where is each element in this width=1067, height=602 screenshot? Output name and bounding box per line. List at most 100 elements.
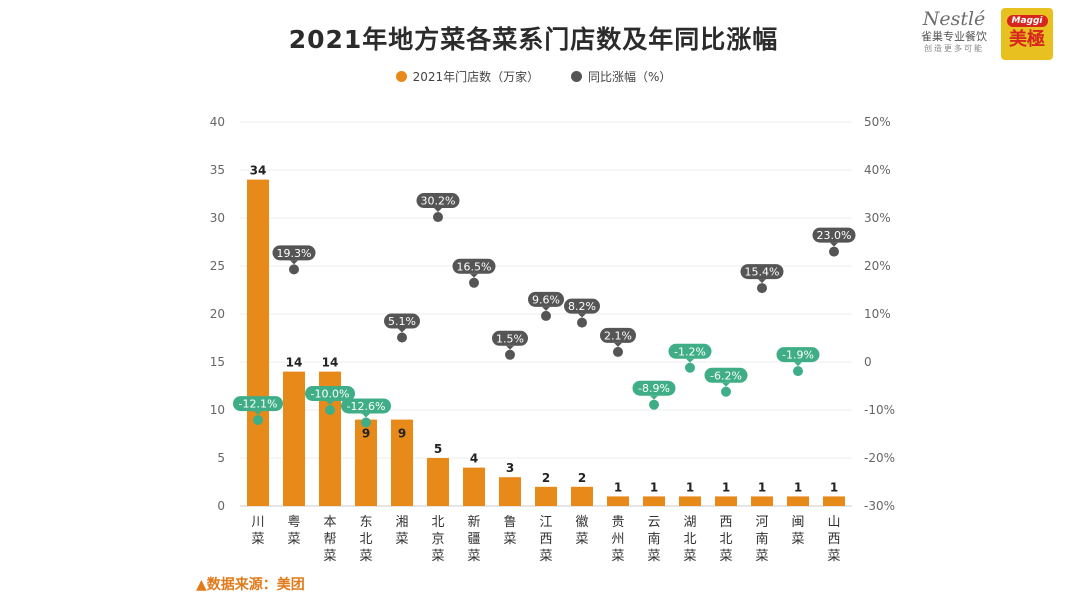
legend-dot-swatch: [570, 71, 582, 82]
x-tick-label: 贵州菜: [611, 515, 624, 564]
x-tick-label: 东北菜: [359, 515, 372, 564]
growth-label-pill: [776, 347, 820, 363]
growth-label-pill: [305, 386, 355, 401]
bar-value-label: 1: [794, 480, 802, 494]
x-tick-label: 江西菜: [539, 515, 552, 564]
x-tick-label: 本帮菜: [323, 515, 336, 564]
y-right-tick-label: -10%: [864, 403, 895, 417]
growth-label-pointer: [542, 306, 550, 311]
growth-label-pill: [272, 245, 316, 261]
bar-value-label: 5: [434, 442, 442, 456]
x-tick-label: 川菜: [251, 515, 264, 547]
nestle-slogan: 创造更多可能: [924, 44, 984, 53]
bar: [499, 477, 521, 506]
bar: [355, 419, 377, 506]
growth-label-pointer: [578, 313, 586, 318]
x-tick-label: 云南菜: [647, 515, 660, 564]
y-left-tick-label: 30: [210, 211, 225, 225]
growth-label: -8.9%: [638, 382, 670, 395]
legend: 2021年门店数（万家） 同比涨幅（%）: [0, 68, 1067, 85]
y-left-tick-label: 25: [210, 259, 225, 273]
growth-label-pill: [452, 258, 496, 274]
growth-label-pointer: [650, 395, 658, 400]
y-right-tick-label: 40%: [864, 163, 891, 177]
bar: [823, 496, 845, 506]
y-right-tick-label: 50%: [864, 115, 891, 129]
legend-item-dots[interactable]: 同比涨幅（%）: [570, 68, 672, 85]
growth-label: 19.3%: [277, 247, 312, 260]
growth-label-pointer: [830, 242, 838, 247]
bar: [319, 371, 341, 506]
bar: [751, 496, 773, 506]
growth-label: -12.1%: [239, 398, 278, 411]
legend-item-bars[interactable]: 2021年门店数（万家）: [395, 68, 539, 85]
chart-title: 2021年地方菜各菜系门店数及年同比涨幅: [288, 25, 779, 54]
growth-dot: [757, 283, 767, 294]
growth-label: -1.9%: [782, 349, 814, 362]
growth-label-pill: [704, 367, 748, 383]
growth-label-pointer: [398, 328, 406, 333]
legend-bar-swatch: [395, 71, 407, 82]
growth-dot: [541, 310, 551, 321]
y-left-tick-label: 15: [210, 355, 225, 369]
growth-label: 8.2%: [568, 300, 596, 313]
bar: [715, 496, 737, 506]
growth-dot: [469, 277, 479, 288]
growth-label-pointer: [614, 342, 622, 347]
growth-label: 30.2%: [421, 195, 456, 208]
bar: [643, 496, 665, 506]
growth-label-pointer: [722, 382, 730, 387]
bar-value-label: 34: [250, 164, 267, 178]
growth-label-pill: [668, 343, 712, 359]
growth-label-pill: [233, 396, 283, 412]
x-tick-label: 湘菜: [395, 515, 408, 547]
y-right-tick-label: 10%: [864, 307, 891, 321]
nestle-wordmark: Nestlé: [922, 8, 986, 30]
y-right-tick-label: 30%: [864, 211, 891, 225]
growth-label-pill: [384, 313, 420, 329]
y-left-tick-label: 0: [217, 499, 225, 513]
bar: [787, 496, 809, 506]
x-tick-label: 山西菜: [827, 515, 840, 564]
growth-label-pointer: [254, 411, 262, 416]
growth-label-pill: [564, 298, 600, 314]
growth-label-pill: [492, 330, 528, 346]
y-right-tick-label: -20%: [864, 451, 895, 465]
y-left-tick-label: 40: [210, 115, 225, 129]
growth-label: 15.4%: [745, 266, 780, 279]
x-tick-label: 鲁菜: [503, 515, 516, 547]
bar-value-label: 2: [542, 471, 550, 485]
growth-label: -6.2%: [710, 369, 742, 382]
growth-label: 16.5%: [457, 260, 492, 273]
growth-dot: [433, 212, 443, 223]
growth-label: -12.6%: [347, 400, 386, 413]
growth-dot: [325, 405, 335, 415]
bar: [283, 371, 305, 506]
x-tick-label: 河南菜: [755, 515, 768, 564]
growth-dot: [829, 246, 839, 257]
growth-label-pointer: [758, 279, 766, 284]
growth-label: -10.0%: [311, 388, 350, 401]
bar-value-label: 9: [398, 427, 406, 441]
growth-dot: [289, 264, 299, 275]
growth-label-pill: [416, 193, 460, 209]
growth-label-pointer: [326, 401, 334, 405]
bar-value-label: 1: [686, 480, 694, 494]
growth-label-pointer: [794, 362, 802, 367]
growth-label-pill: [740, 264, 784, 280]
growth-dot: [505, 349, 515, 360]
bar-value-label: 1: [650, 480, 658, 494]
y-right-tick-label: -30%: [864, 499, 895, 513]
legend-dot-label: 同比涨幅（%）: [587, 70, 672, 84]
x-tick-label: 闽菜: [791, 515, 804, 547]
x-tick-label: 粤菜: [287, 514, 300, 547]
growth-label: 2.1%: [604, 329, 632, 342]
bar: [463, 467, 485, 506]
growth-label: 1.5%: [496, 332, 524, 345]
x-tick-label: 新疆菜: [467, 514, 480, 564]
nestle-cn: 雀巢专业餐饮: [921, 30, 987, 43]
x-tick-label: 北京菜: [431, 515, 444, 564]
bar-value-label: 1: [614, 480, 622, 494]
x-tick-label: 徽菜: [575, 515, 588, 547]
